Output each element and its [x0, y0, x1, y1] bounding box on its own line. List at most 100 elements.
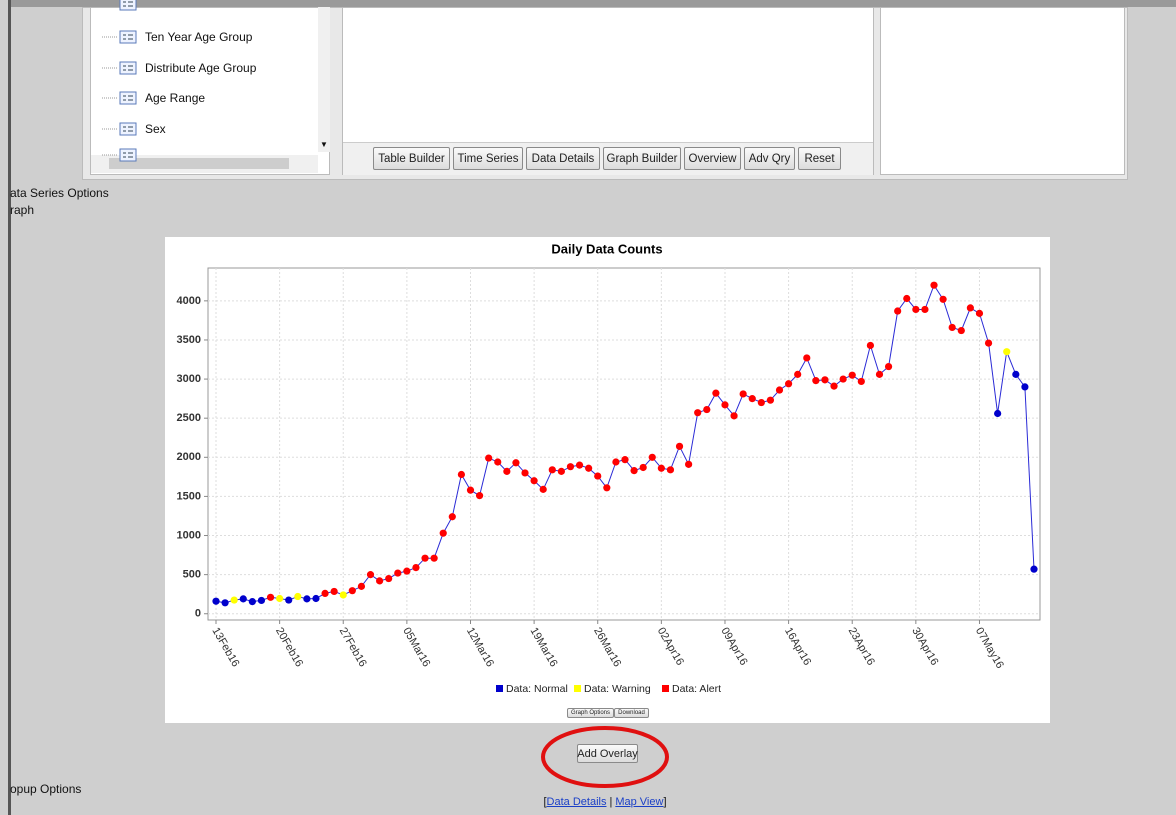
data-point: [721, 401, 729, 409]
tree-icon: [102, 148, 137, 162]
data-point: [1030, 565, 1038, 573]
tree-icon: [102, 91, 137, 105]
tree-icon: [102, 61, 137, 74]
y-tick-label: 4000: [177, 295, 201, 307]
data-point: [603, 484, 611, 492]
data-point: [730, 412, 738, 420]
plot-area: [207, 267, 1041, 621]
tree-icon: [102, 30, 137, 44]
data-point: [657, 464, 665, 472]
data-point: [585, 464, 593, 472]
data-point: [385, 574, 393, 583]
data-point: [594, 472, 602, 480]
legend-swatch: [574, 685, 581, 692]
section-label: opup Options: [10, 782, 82, 796]
data-point: [294, 592, 302, 601]
add-overlay-button[interactable]: Add Overlay: [577, 744, 638, 763]
data-point: [912, 305, 920, 314]
data-point: [239, 595, 247, 603]
data-point: [430, 554, 438, 562]
data-point: [312, 594, 320, 603]
toolbar-button[interactable]: Adv Qry: [744, 147, 795, 170]
data-point: [221, 599, 229, 607]
data-point: [357, 582, 366, 590]
tree-icon: [102, 0, 137, 11]
section-label: raph: [10, 203, 35, 217]
tree-item[interactable]: Distribute Age Group: [145, 60, 257, 75]
tree-item[interactable]: Age Range: [145, 91, 206, 105]
y-tick-label: 500: [183, 569, 201, 581]
data-point: [394, 569, 402, 577]
data-point: [403, 567, 411, 575]
data-point: [376, 577, 384, 585]
data-point: [866, 341, 875, 350]
data-point: [257, 596, 266, 605]
data-point: [875, 370, 884, 378]
legend-label: Data: Normal: [506, 683, 568, 695]
tree-item[interactable]: Sex: [145, 121, 166, 136]
data-point: [412, 563, 420, 572]
data-point: [276, 594, 284, 603]
link-bracket: ]: [663, 796, 667, 808]
chart-button[interactable]: Download: [614, 708, 649, 718]
link[interactable]: Map View: [615, 796, 664, 808]
data-point: [921, 305, 929, 314]
data-point: [466, 486, 475, 494]
links: [Data Details | Map View]: [0, 796, 1176, 808]
toolbar-button[interactable]: Overview: [684, 147, 741, 170]
data-point: [939, 295, 947, 303]
data-point: [339, 591, 347, 599]
data-point: [439, 529, 447, 537]
data-point: [503, 467, 511, 475]
data-point: [630, 466, 638, 475]
toolbar-button[interactable]: Table Builder: [373, 147, 450, 170]
data-point: [775, 386, 784, 394]
data-point: [575, 461, 584, 469]
top-border: [8, 0, 1176, 7]
link[interactable]: Data Details: [546, 796, 607, 808]
link-bracket: [: [543, 796, 547, 808]
data-point: [321, 589, 329, 598]
data-point: [694, 409, 702, 417]
data-point: [457, 470, 465, 479]
data-point: [330, 587, 338, 596]
data-point: [421, 554, 429, 562]
data-point: [685, 460, 693, 468]
data-point: [794, 370, 802, 378]
data-point: [512, 459, 520, 467]
highlight-ellipse: [541, 726, 669, 788]
scroll-arrow: ▼: [320, 140, 328, 149]
data-point: [648, 453, 656, 461]
data-point: [621, 456, 629, 464]
toolbar-button[interactable]: Data Details: [526, 147, 600, 170]
data-point: [757, 398, 765, 407]
legend-label: Data: Warning: [584, 683, 651, 695]
data-point: [785, 380, 793, 388]
data-point: [848, 371, 856, 379]
data-point: [348, 587, 356, 595]
data-point: [975, 309, 984, 317]
data-point: [612, 458, 620, 466]
data-point: [530, 477, 538, 485]
data-point: [230, 596, 238, 604]
chart-button[interactable]: Graph Options: [567, 708, 614, 718]
y-tick-label: 3500: [177, 334, 201, 346]
data-point: [748, 395, 756, 403]
data-point: [1003, 348, 1011, 356]
toolbar-button[interactable]: Graph Builder: [603, 147, 681, 170]
right-panel: [880, 7, 1125, 175]
tree-item[interactable]: Ten Year Age Group: [145, 30, 253, 44]
data-point: [803, 354, 811, 362]
legend-swatch: [662, 685, 669, 692]
legend-label: Data: Alert: [672, 683, 721, 695]
data-point: [812, 377, 820, 385]
data-point: [666, 466, 675, 474]
data-point: [494, 458, 502, 466]
toolbar-button[interactable]: Time Series: [453, 147, 523, 170]
data-point: [830, 382, 838, 390]
y-tick-label: 2000: [177, 451, 201, 463]
data-point: [957, 326, 965, 335]
section-label: ata Series Options: [10, 186, 109, 200]
toolbar-button[interactable]: Reset: [798, 147, 841, 170]
